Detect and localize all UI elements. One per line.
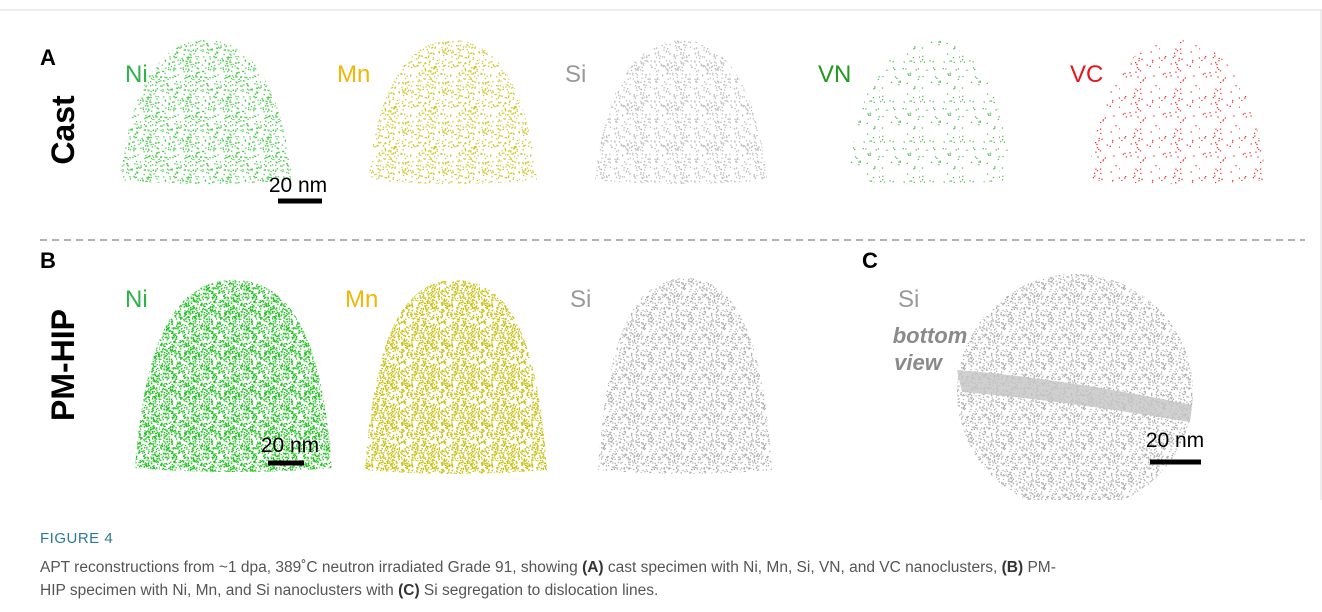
scale-bar-label: 20 nm <box>269 174 327 197</box>
caption-ref: (A) <box>582 559 604 576</box>
element-label: Si <box>570 286 591 313</box>
caption-ref: (B) <box>1002 559 1024 576</box>
view-label: view <box>894 350 944 375</box>
apt-reconstruction <box>1088 40 1266 184</box>
element-label: Ni <box>125 61 148 88</box>
figure: A B C Cast PM-HIP Ni Mn Si VN VC Ni Mn S… <box>0 0 1322 500</box>
apt-reconstruction <box>848 40 1012 184</box>
apt-reconstruction <box>368 40 537 184</box>
scale-bar-label: 20 nm <box>261 434 319 457</box>
caption-text: APT reconstructions from ~1 dpa, 389˚C n… <box>40 559 582 576</box>
panel-label: C <box>862 248 878 273</box>
element-label: VN <box>818 61 851 88</box>
caption-text: cast specimen with Ni, Mn, Si, VN, and V… <box>604 559 1002 576</box>
apt-reconstruction <box>598 278 772 474</box>
caption-text: Si segregation to dislocation lines. <box>420 582 659 599</box>
element-label: Si <box>565 61 586 88</box>
view-label: bottom <box>893 323 968 348</box>
caption-text: PM- <box>1023 559 1056 576</box>
row-label: Cast <box>45 95 81 165</box>
element-label: Si <box>898 286 919 313</box>
apt-reconstruction <box>365 280 547 474</box>
element-label: Ni <box>125 286 148 313</box>
scale-bar-label: 20 nm <box>1146 429 1204 452</box>
element-label: Mn <box>337 61 370 88</box>
caption-ref: (C) <box>398 582 420 599</box>
caption-text: HIP specimen with Ni, Mn, and Si nanoclu… <box>40 582 398 599</box>
caption-label: FIGURE 4 <box>40 530 113 547</box>
panel-label: B <box>40 248 56 273</box>
caption: APT reconstructions from ~1 dpa, 389˚C n… <box>40 556 1056 602</box>
apt-reconstruction <box>595 40 767 184</box>
page: A B C Cast PM-HIP Ni Mn Si VN VC Ni Mn S… <box>0 0 1322 612</box>
panel-label: A <box>40 45 56 70</box>
row-label: PM-HIP <box>45 309 81 421</box>
element-label: VC <box>1070 61 1103 88</box>
element-label: Mn <box>345 286 378 313</box>
